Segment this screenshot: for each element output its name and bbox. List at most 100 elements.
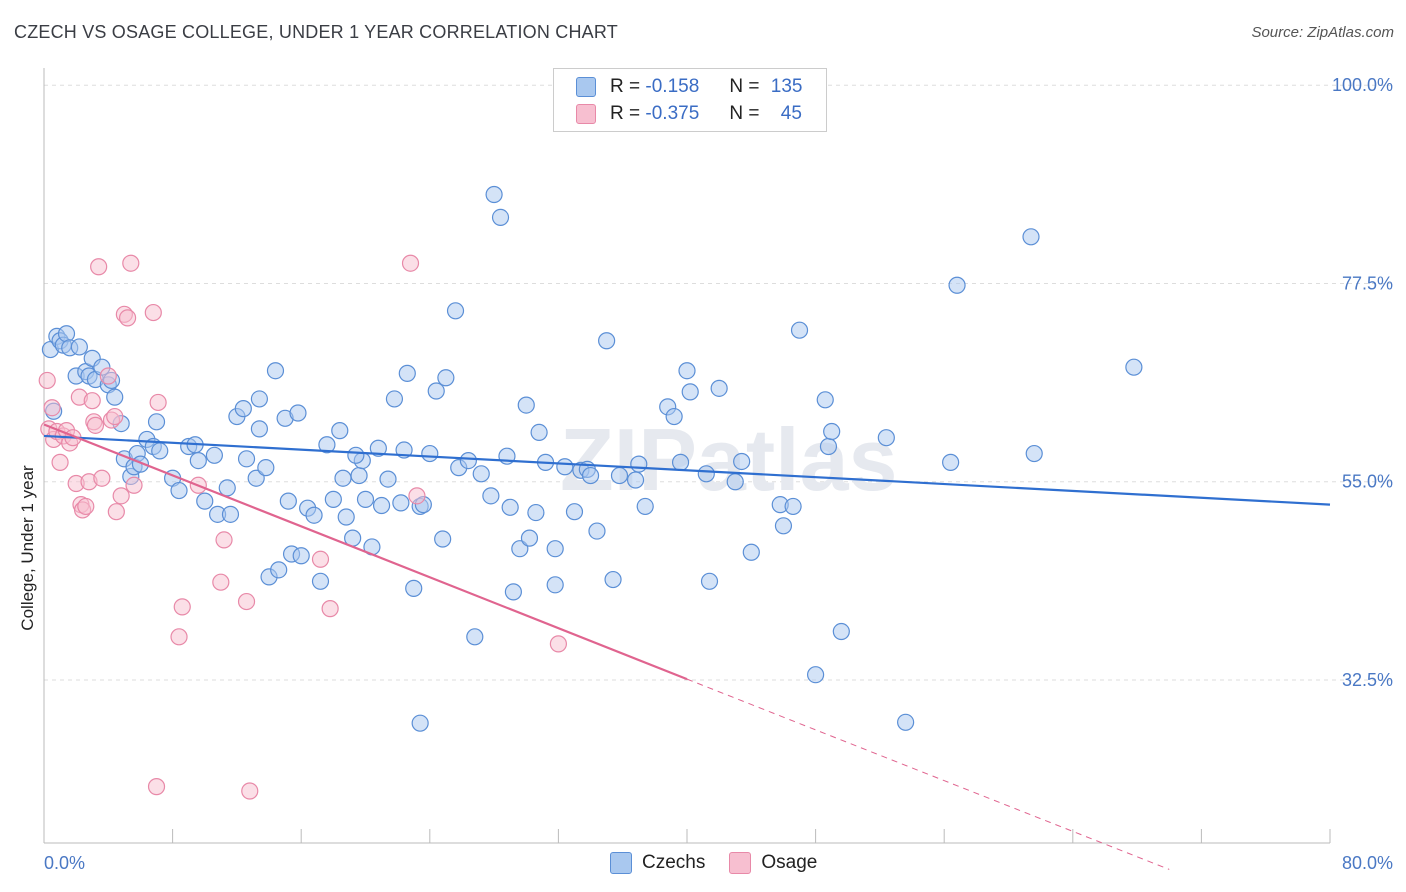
czech-point bbox=[57, 325, 76, 343]
osage-point bbox=[51, 453, 69, 471]
czech-point bbox=[636, 497, 654, 516]
osage-point bbox=[549, 635, 568, 653]
czech-point bbox=[392, 494, 410, 512]
legend-item-osage: Osage bbox=[729, 852, 817, 874]
czech-point bbox=[147, 413, 166, 431]
osage-point bbox=[83, 392, 101, 410]
czech-point bbox=[247, 469, 265, 487]
osage-trend-line bbox=[43, 423, 688, 681]
czech-point bbox=[877, 429, 895, 447]
czech-point bbox=[604, 570, 622, 589]
czech-point bbox=[774, 517, 793, 535]
czech-point bbox=[598, 332, 616, 350]
czech-point bbox=[472, 465, 490, 483]
czech-point bbox=[1125, 358, 1143, 376]
czech-point bbox=[398, 364, 416, 382]
czech-point bbox=[372, 496, 391, 515]
osage-point bbox=[99, 367, 117, 385]
czech-point bbox=[726, 473, 744, 491]
legend-label-czechs: Czechs bbox=[642, 852, 706, 873]
czech-point bbox=[446, 302, 465, 320]
czech-point bbox=[742, 543, 760, 561]
czech-point bbox=[630, 455, 648, 473]
osage-swatch bbox=[576, 104, 596, 124]
y-tick-label: 77.5% bbox=[1342, 273, 1393, 293]
czech-point bbox=[331, 422, 349, 440]
czech-point bbox=[485, 185, 503, 204]
tick-labels: 32.5% 55.0% 77.5% 100.0% 0.0% 80.0% bbox=[44, 75, 1393, 873]
czech-point bbox=[305, 506, 323, 524]
czech-point bbox=[511, 540, 529, 558]
legend-n-value: 45 bbox=[780, 103, 802, 124]
czech-point bbox=[405, 579, 423, 597]
czech-point bbox=[556, 458, 574, 476]
czech-point bbox=[665, 407, 683, 426]
czech-point bbox=[1025, 444, 1043, 463]
osage-point bbox=[237, 592, 256, 611]
grid-lines bbox=[44, 84, 1392, 681]
czech-point bbox=[897, 713, 915, 731]
czech-point bbox=[311, 572, 330, 590]
legend-label-osage: Osage bbox=[761, 852, 818, 873]
czech-point bbox=[710, 379, 728, 397]
czech-point bbox=[610, 466, 629, 485]
y-tick-label: 55.0% bbox=[1342, 472, 1393, 492]
czech-point bbox=[318, 436, 336, 454]
czech-point bbox=[221, 505, 240, 523]
osage-point bbox=[212, 573, 230, 591]
legend-n-label: N = bbox=[729, 103, 760, 124]
legend-n-value: 135 bbox=[770, 76, 803, 97]
czech-point bbox=[733, 452, 751, 471]
czech-point bbox=[170, 481, 188, 500]
osage-point bbox=[147, 778, 166, 796]
osage-point bbox=[125, 476, 143, 494]
czech-point bbox=[289, 404, 307, 422]
czech-trend-line bbox=[43, 434, 1331, 506]
czech-point bbox=[697, 465, 715, 483]
czech-swatch bbox=[610, 852, 632, 874]
czech-point bbox=[565, 503, 584, 521]
czech-point bbox=[517, 396, 535, 414]
legend-r-value: -0.375 bbox=[645, 103, 700, 124]
czech-point bbox=[491, 208, 510, 227]
osage-point bbox=[408, 487, 426, 505]
osage-point bbox=[43, 399, 61, 417]
czech-point bbox=[626, 471, 645, 489]
czech-point bbox=[196, 492, 214, 510]
czech-point bbox=[250, 420, 269, 438]
osage-trend-extension bbox=[686, 678, 1170, 870]
osage-point bbox=[173, 598, 191, 616]
czech-point bbox=[250, 390, 269, 408]
osage-point bbox=[118, 309, 137, 327]
czech-point bbox=[790, 321, 809, 339]
czech-point bbox=[832, 622, 850, 641]
legend-row-czechs: R = -0.158 N = 135 bbox=[576, 75, 802, 99]
czech-point bbox=[700, 572, 719, 590]
czech-point bbox=[816, 391, 834, 409]
czech-point bbox=[823, 422, 841, 441]
czech-point bbox=[466, 628, 484, 646]
osage-point bbox=[93, 469, 111, 487]
czech-point bbox=[257, 459, 275, 477]
czech-point bbox=[292, 547, 310, 565]
czech-point bbox=[520, 529, 539, 547]
osage-point bbox=[401, 254, 420, 272]
czech-point bbox=[337, 508, 355, 526]
czech-point bbox=[427, 382, 445, 400]
czech-point bbox=[350, 466, 368, 485]
czech-point bbox=[482, 487, 500, 505]
x-tick-label: 0.0% bbox=[44, 853, 85, 873]
czech-point bbox=[530, 423, 548, 442]
czech-point bbox=[237, 450, 256, 468]
legend-r-value: -0.158 bbox=[645, 76, 700, 97]
czech-point bbox=[588, 522, 606, 540]
osage-point bbox=[112, 487, 130, 505]
y-tick-label: 100.0% bbox=[1332, 75, 1393, 95]
chart-source: Source: ZipAtlas.com bbox=[1251, 24, 1394, 41]
osage-point bbox=[38, 371, 56, 390]
osage-point bbox=[77, 497, 95, 516]
czech-point bbox=[379, 470, 397, 488]
chart-title: CZECH VS OSAGE COLLEGE, UNDER 1 YEAR COR… bbox=[14, 22, 618, 42]
czech-point bbox=[681, 383, 699, 401]
czech-point bbox=[942, 453, 960, 471]
